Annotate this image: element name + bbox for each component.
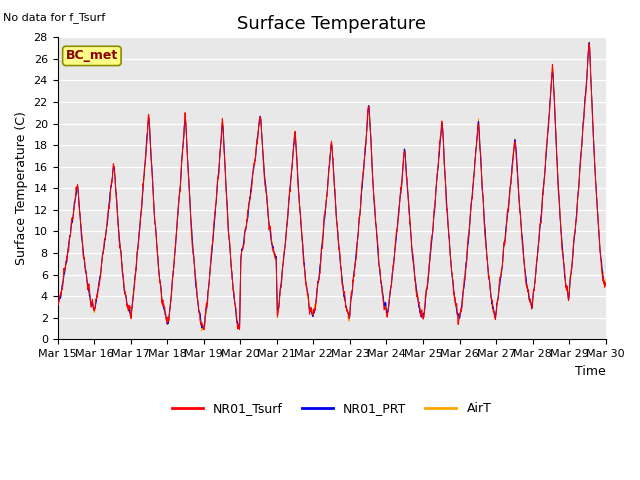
Text: BC_met: BC_met bbox=[66, 49, 118, 62]
Title: Surface Temperature: Surface Temperature bbox=[237, 15, 426, 33]
X-axis label: Time: Time bbox=[575, 365, 605, 378]
Y-axis label: Surface Temperature (C): Surface Temperature (C) bbox=[15, 111, 28, 265]
Legend: NR01_Tsurf, NR01_PRT, AirT: NR01_Tsurf, NR01_PRT, AirT bbox=[167, 397, 496, 420]
Text: No data for f_Tsurf: No data for f_Tsurf bbox=[3, 12, 106, 23]
